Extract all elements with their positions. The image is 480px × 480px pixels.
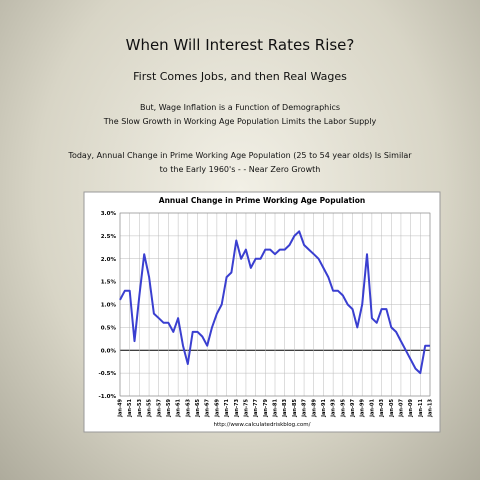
y-tick-label: 1.5%: [101, 280, 117, 286]
x-tick-label: Jan-51: [127, 398, 133, 417]
x-tick-label: Jan-71: [224, 398, 230, 417]
x-tick-label: Jan-05: [389, 398, 395, 417]
slide-line: But, Wage Inflation is a Function of Dem…: [140, 103, 340, 112]
y-tick-label: 1.0%: [101, 303, 117, 309]
y-tick-label: -0.5%: [98, 371, 116, 377]
x-tick-label: Jan-57: [156, 398, 162, 417]
x-tick-label: Jan-75: [243, 398, 249, 417]
x-tick-label: Jan-49: [118, 398, 124, 417]
x-tick-label: Jan-95: [340, 398, 346, 417]
x-tick-label: Jan-89: [311, 398, 317, 417]
y-tick-label: -1.0%: [98, 394, 116, 400]
x-tick-label: Jan-01: [369, 398, 375, 417]
x-tick-label: Jan-65: [195, 398, 201, 417]
series-line: [119, 230, 430, 375]
y-tick-label: 0.0%: [101, 348, 117, 354]
slide-note: Today, Annual Change in Prime Working Ag…: [67, 151, 412, 160]
x-tick-label: Jan-09: [408, 398, 414, 417]
x-tick-label: Jan-11: [418, 398, 424, 417]
x-tick-label: Jan-07: [398, 398, 404, 417]
x-tick-label: Jan-77: [253, 398, 259, 417]
x-tick-label: Jan-63: [185, 398, 191, 417]
x-tick-label: Jan-55: [147, 398, 153, 417]
slide-title: When Will Interest Rates Rise?: [126, 36, 355, 54]
x-tick-label: Jan-61: [176, 398, 182, 417]
x-tick-label: Jan-03: [379, 398, 385, 417]
x-tick-label: Jan-59: [166, 398, 172, 417]
x-tick-label: Jan-93: [331, 398, 337, 417]
x-tick-label: Jan-13: [428, 398, 434, 417]
x-tick-label: Jan-97: [350, 398, 356, 417]
x-tick-label: Jan-67: [205, 398, 211, 417]
chart-source: http://www.calculatedriskblog.com/: [213, 422, 310, 428]
y-tick-label: 0.5%: [101, 325, 117, 331]
y-tick-label: 2.5%: [101, 234, 117, 240]
x-tick-label: Jan-79: [263, 398, 269, 417]
x-tick-label: Jan-91: [321, 398, 327, 417]
chart-title: Annual Change in Prime Working Age Popul…: [159, 196, 365, 205]
y-tick-label: 3.0%: [101, 211, 117, 217]
x-tick-label: Jan-99: [360, 398, 366, 417]
x-tick-label: Jan-81: [273, 398, 279, 417]
x-tick-label: Jan-69: [214, 398, 220, 417]
slide-note: to the Early 1960's - - Near Zero Growth: [160, 165, 321, 174]
x-tick-label: Jan-73: [234, 398, 240, 417]
x-tick-label: Jan-87: [302, 398, 308, 417]
slide-line: The Slow Growth in Working Age Populatio…: [103, 117, 377, 126]
x-tick-label: Jan-53: [137, 398, 143, 417]
slide-subtitle: First Comes Jobs, and then Real Wages: [133, 70, 347, 83]
x-tick-label: Jan-83: [282, 398, 288, 417]
x-tick-label: Jan-85: [292, 398, 298, 417]
y-tick-label: 2.0%: [101, 257, 117, 263]
plot-border: [119, 212, 431, 397]
